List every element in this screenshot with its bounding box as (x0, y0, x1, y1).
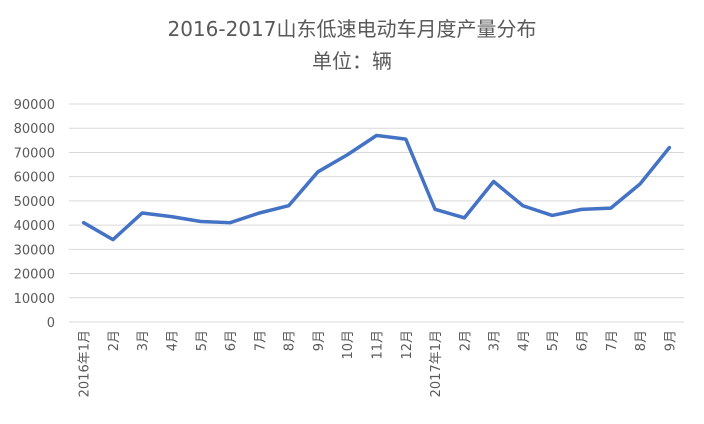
x-tick-label: 12月 (400, 330, 415, 360)
x-tick-label: 7月 (605, 330, 620, 351)
y-tick-label: 60000 (14, 171, 55, 186)
x-tick-label: 6月 (576, 330, 591, 351)
x-tick-label: 6月 (224, 330, 239, 351)
y-tick-label: 70000 (14, 146, 55, 161)
y-tick-label: 30000 (14, 243, 55, 258)
chart-subtitle: 单位：辆 (312, 49, 392, 73)
x-tick-label: 2月 (458, 330, 473, 351)
x-tick-label: 10月 (341, 330, 356, 360)
y-tick-label: 90000 (14, 98, 55, 113)
y-tick-label: 10000 (14, 292, 55, 307)
line-series (81, 133, 672, 242)
y-tick-label: 80000 (14, 122, 55, 137)
chart-title: 2016-2017山东低速电动车月度产量分布 (167, 17, 536, 41)
x-tick-label: 5月 (195, 330, 210, 351)
x-tick-label: 9月 (312, 330, 327, 351)
y-tick-label: 20000 (14, 268, 55, 283)
x-tick-label: 2017年1月 (429, 330, 444, 397)
y-tick-label: 0 (47, 316, 55, 331)
x-tick-label: 8月 (283, 330, 298, 351)
x-tick-label: 3月 (488, 330, 503, 351)
x-tick-label: 3月 (136, 330, 151, 351)
x-tick-label: 11月 (371, 330, 386, 360)
x-tick-label: 9月 (663, 330, 678, 351)
y-tick-label: 40000 (14, 219, 55, 234)
x-tick-label: 2月 (107, 330, 122, 351)
y-tick-label: 50000 (14, 195, 55, 210)
x-tick-label: 4月 (166, 330, 181, 351)
x-tick-label: 2016年1月 (78, 330, 93, 397)
x-tick-label: 4月 (517, 330, 532, 351)
x-tick-label: 8月 (634, 330, 649, 351)
x-tick-label: 5月 (546, 330, 561, 351)
x-tick-label: 7月 (253, 330, 268, 351)
